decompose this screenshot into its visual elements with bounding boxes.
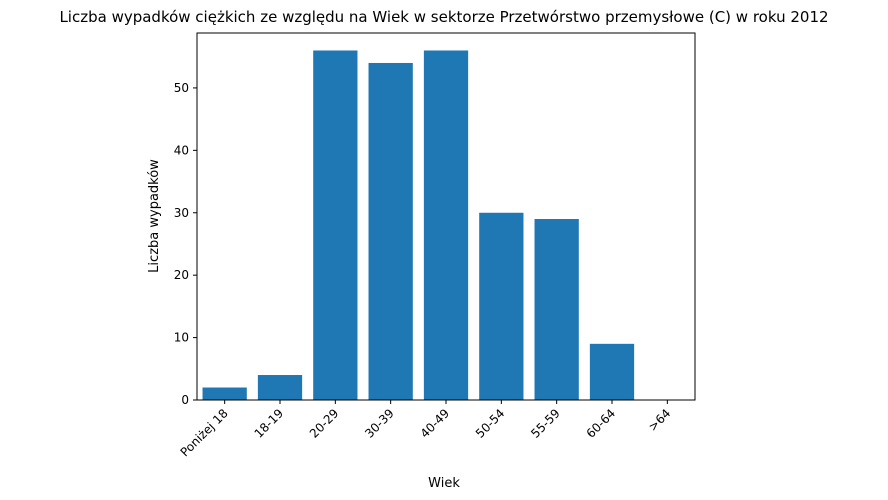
y-tick-label-2: 20 [174, 268, 189, 282]
bar-5 [479, 212, 524, 400]
bar-2 [313, 50, 358, 400]
bar-7 [589, 343, 635, 400]
y-axis-label: Liczba wypadków [147, 159, 162, 273]
bar-6 [534, 219, 579, 400]
y-tick-label-5: 50 [174, 81, 189, 95]
x-tick-label-3: 30-39 [362, 406, 397, 441]
y-tick-label-4: 40 [174, 143, 189, 157]
x-tick-label-8: >64 [646, 406, 674, 434]
x-tick-label-7: 60-64 [584, 406, 619, 441]
x-tick-label-0: Poniżej 18 [178, 406, 231, 459]
bar-3 [368, 62, 413, 401]
x-tick-label-6: 55-59 [528, 406, 563, 441]
bar-0 [202, 387, 247, 400]
y-tick-label-1: 10 [174, 331, 189, 345]
plot-area: 0 10 20 30 40 50 Poniżej 18 18-19 20-29 30-39 40-4… [174, 32, 696, 459]
x-tick-label-4: 40-49 [418, 406, 453, 441]
x-tick-label-1: 18-19 [252, 406, 287, 441]
x-axis-label: Wiek [428, 476, 460, 491]
bar-1 [257, 375, 303, 400]
x-tick-label-2: 20-29 [307, 406, 342, 441]
y-tick-label-3: 30 [174, 206, 189, 220]
chart-title: Liczba wypadków ciężkich ze względu na W… [59, 8, 828, 26]
bar-4 [423, 50, 469, 400]
y-tick-label-0: 0 [181, 393, 189, 407]
x-tick-label-5: 50-54 [473, 406, 508, 441]
